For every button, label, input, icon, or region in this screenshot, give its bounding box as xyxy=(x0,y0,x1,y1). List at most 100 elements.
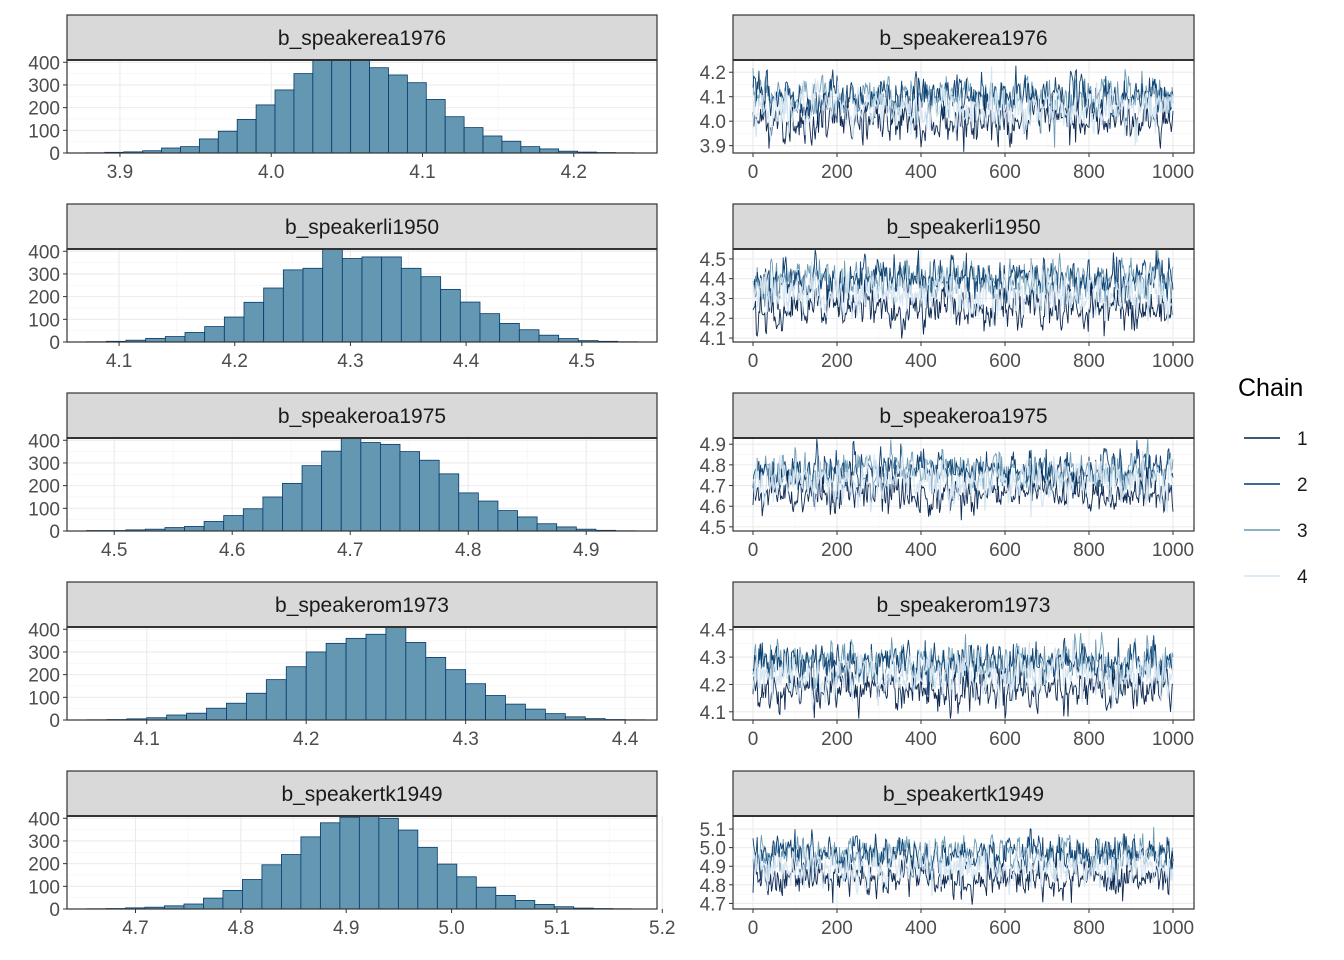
histogram-ytick-label: 100 xyxy=(28,310,60,331)
trace-xtick-label: 800 xyxy=(1073,918,1105,939)
legend-label-chain-2: 2 xyxy=(1297,475,1308,496)
trace-xtick-label: 600 xyxy=(989,729,1021,750)
histogram-bar xyxy=(321,450,342,532)
histogram-bar xyxy=(517,516,538,532)
histogram-bar xyxy=(285,666,307,721)
histogram-ytick-label: 400 xyxy=(28,242,60,263)
trace-strip xyxy=(732,203,1195,250)
histogram-bar xyxy=(245,692,267,721)
histogram-xtick-label: 4.1 xyxy=(106,351,132,372)
trace-strip xyxy=(732,392,1195,439)
histogram-xtick-label: 4.0 xyxy=(258,162,284,183)
histogram-bar xyxy=(514,899,536,910)
histogram-bar xyxy=(263,287,284,343)
histogram-bar xyxy=(164,336,186,343)
trace-xtick-label: 600 xyxy=(989,540,1021,561)
histogram-bar xyxy=(365,633,387,721)
legend-label-chain-4: 4 xyxy=(1297,567,1308,588)
histogram-bar xyxy=(501,140,522,154)
histogram-xtick-label: 4.8 xyxy=(455,540,481,561)
histogram-bar xyxy=(261,864,282,910)
histogram-xtick-label: 4.5 xyxy=(101,540,127,561)
trace-ytick-label: 4.6 xyxy=(700,497,726,518)
trace-line-chain-3 xyxy=(752,249,1174,311)
histogram-bar xyxy=(556,526,577,532)
histogram-xtick-label: 4.4 xyxy=(612,729,639,750)
trace-line-chain-4 xyxy=(752,446,1174,518)
histogram-bar xyxy=(539,148,560,154)
histogram-bar xyxy=(499,322,520,343)
trace-line-chain-1 xyxy=(752,93,1174,152)
histogram-bar xyxy=(482,135,503,154)
histogram-ytick-label: 400 xyxy=(28,809,60,830)
histogram-ytick-label: 200 xyxy=(28,666,60,687)
histogram-bar xyxy=(255,104,276,154)
trace-line-chain-1 xyxy=(752,279,1174,339)
histogram-ytick-label: 200 xyxy=(28,477,60,498)
histogram-bar xyxy=(301,465,323,532)
histogram-bar xyxy=(534,904,555,910)
trace-xtick-label: 800 xyxy=(1073,351,1105,372)
histogram-bar xyxy=(236,119,257,154)
histogram-bar xyxy=(475,886,497,910)
histogram-bar xyxy=(505,703,526,721)
trace-ytick-label: 4.9 xyxy=(700,857,726,878)
histogram-bar xyxy=(369,67,389,154)
histogram-bar xyxy=(459,301,481,343)
histogram-bar xyxy=(198,138,219,154)
histogram-strip-label: b_speakerea1976 xyxy=(278,27,446,50)
histogram-bar xyxy=(465,683,486,721)
histogram-xtick-label: 4.9 xyxy=(333,918,359,939)
histogram-bar xyxy=(378,817,399,910)
trace-xtick-label: 600 xyxy=(989,351,1021,372)
histogram-xtick-label: 4.7 xyxy=(337,540,363,561)
trace-xtick-label: 200 xyxy=(821,162,853,183)
trace-ytick-label: 4.8 xyxy=(700,876,726,897)
histogram-strip xyxy=(66,203,658,250)
histogram-ytick-label: 100 xyxy=(28,688,60,709)
histogram-bar xyxy=(223,316,245,343)
trace-line-chain-4 xyxy=(752,840,1174,897)
histogram-bar xyxy=(400,267,422,343)
histogram-xtick-label: 4.2 xyxy=(561,162,587,183)
histogram-bar xyxy=(419,459,440,532)
histogram-bar xyxy=(345,637,367,721)
trace-ytick-label: 4.2 xyxy=(700,63,726,84)
histogram-bar xyxy=(520,146,541,154)
histogram-bar xyxy=(206,707,227,721)
histogram-ytick-label: 300 xyxy=(28,265,60,286)
histogram-bar xyxy=(445,669,467,721)
legend-title: Chain xyxy=(1238,374,1303,402)
histogram-ytick-label: 400 xyxy=(28,53,60,74)
histogram-bar xyxy=(350,59,370,154)
trace-ytick-label: 4.4 xyxy=(700,270,727,291)
histogram-bar xyxy=(456,876,477,910)
histogram-bar xyxy=(497,510,518,532)
histogram-bar xyxy=(265,679,287,721)
histogram-bar xyxy=(226,702,247,721)
trace-xtick-label: 200 xyxy=(821,918,853,939)
trace-line-chain-3 xyxy=(752,632,1174,701)
histogram-bar xyxy=(420,276,442,343)
histogram-bar xyxy=(538,334,560,343)
histogram-bar xyxy=(341,258,363,343)
histogram-ytick-label: 300 xyxy=(28,832,60,853)
trace-xtick-label: 1000 xyxy=(1152,729,1194,750)
histogram-bar xyxy=(281,854,302,910)
trace-ytick-label: 4.2 xyxy=(700,309,726,330)
histogram-bar xyxy=(477,500,499,532)
histogram-ytick-label: 300 xyxy=(28,76,60,97)
trace-xtick-label: 1000 xyxy=(1152,351,1194,372)
trace-ytick-label: 4.5 xyxy=(700,250,726,271)
histogram-ytick-label: 400 xyxy=(28,620,60,641)
trace-line-chain-3 xyxy=(752,68,1174,148)
trace-xtick-label: 600 xyxy=(989,918,1021,939)
histogram-bar xyxy=(204,326,225,343)
trace-strip xyxy=(732,581,1195,628)
trace-xtick-label: 600 xyxy=(989,162,1021,183)
